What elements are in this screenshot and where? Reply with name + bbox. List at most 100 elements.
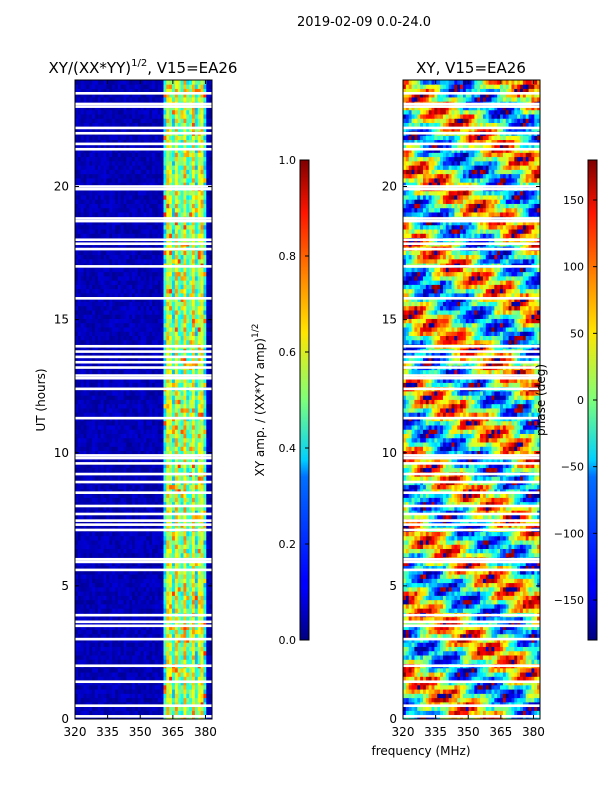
amp-heatmap-cell — [100, 501, 104, 507]
amp-heatmap-cell — [80, 544, 84, 549]
amp-heatmap-cell — [169, 510, 173, 515]
amp-heatmap-cell — [106, 672, 110, 677]
amp-heatmap-cell — [75, 280, 79, 285]
amp-heatmap-cell — [200, 493, 204, 498]
amp-heatmap-cell — [172, 356, 176, 362]
amp-heatmap-cell — [149, 331, 153, 336]
amp-heatmap-cell — [209, 399, 212, 405]
amp-heatmap-cell — [114, 569, 119, 575]
amp-heatmap-cell — [103, 701, 107, 707]
amp-heatmap-cell — [203, 706, 207, 711]
amp-heatmap-cell — [200, 390, 204, 396]
amp-heatmap-cell — [80, 484, 84, 490]
amp-heatmap-cell — [180, 625, 184, 630]
amp-heatmap-cell — [194, 544, 199, 549]
amp-panel: XY/(XX*YY)1/2, V15=EA26 320 335 350 365 380 … — [34, 58, 237, 739]
amp-heatmap-cell — [120, 459, 124, 464]
amp-heatmap-cell — [92, 621, 96, 626]
amp-heatmap-cell — [146, 621, 150, 626]
amp-heatmap-cell — [172, 280, 176, 285]
amp-heatmap-cell — [140, 659, 144, 665]
amp-heatmap-cell — [203, 603, 207, 609]
amp-heatmap-cell — [89, 582, 93, 588]
amp-heatmap-cell — [94, 595, 99, 601]
amp-heatmap-cell — [166, 403, 170, 409]
amp-heatmap-cell — [100, 339, 104, 345]
amp-heatmap-cell — [206, 433, 210, 439]
amp-heatmap-cell — [134, 395, 139, 400]
amp-heatmap-cell — [169, 676, 173, 682]
amp-heatmap-cell — [92, 548, 96, 554]
amp-heatmap-cell — [140, 544, 144, 549]
amp-heatmap-cell — [137, 310, 142, 315]
amp-heatmap-cell — [160, 540, 164, 545]
amp-heatmap-cell — [123, 591, 127, 596]
amp-heatmap-cell — [160, 697, 164, 703]
amp-heatmap-cell — [194, 305, 199, 311]
amp-heatmap-cell — [97, 293, 102, 298]
amp-heatmap-cell — [100, 672, 104, 677]
amp-heatmap-cell — [134, 633, 139, 639]
amp-heatmap-cell — [192, 433, 196, 439]
amp-heatmap-cell — [140, 646, 144, 652]
amp-heatmap-cell — [149, 378, 153, 383]
amp-heatmap-cell — [86, 684, 90, 690]
amp-heatmap-cell — [180, 493, 184, 498]
amp-heatmap-cell — [134, 501, 139, 507]
amp-heatmap-cell — [197, 684, 201, 690]
amp-heatmap-cell — [200, 352, 204, 358]
amp-heatmap-cell — [172, 540, 176, 545]
amp-heatmap-cell — [77, 621, 82, 626]
amp-heatmap-cell — [77, 514, 82, 520]
amp-heatmap-cell — [114, 331, 119, 336]
amp-heatmap-cell — [174, 655, 179, 660]
amp-heatmap-cell — [183, 356, 187, 362]
amp-heatmap-cell — [180, 574, 184, 579]
amp-heatmap-cell — [180, 548, 184, 554]
amp-heatmap-cell — [172, 701, 176, 707]
amp-heatmap-cell — [143, 288, 147, 294]
amp-heatmap-cell — [97, 603, 102, 609]
amp-heatmap-cell — [77, 497, 82, 503]
amp-heatmap-cell — [92, 493, 96, 498]
amp-heatmap-cell — [103, 616, 107, 622]
amp-heatmap-cell — [183, 429, 187, 434]
amp-heatmap-cell — [112, 301, 116, 307]
amp-heatmap-cell — [106, 552, 110, 558]
amp-heatmap-cell — [94, 701, 99, 707]
amp-heatmap-cell — [180, 544, 184, 549]
amp-heatmap-cell — [200, 574, 204, 579]
amp-heatmap-cell — [163, 310, 167, 315]
amp-heatmap-cell — [203, 395, 207, 400]
amp-heatmap-cell — [112, 540, 116, 545]
amp-heatmap-cell — [163, 318, 167, 324]
amp-heatmap-cell — [163, 382, 167, 388]
amp-heatmap-cell — [154, 335, 159, 341]
amp-heatmap-cell — [129, 339, 133, 345]
amp-heatmap-cell — [154, 288, 159, 294]
amp-heatmap-cell — [94, 501, 99, 507]
amp-heatmap-cell — [109, 408, 113, 413]
amp-heatmap-cell — [114, 395, 119, 400]
amp-heatmap-cell — [106, 331, 110, 336]
amp-heatmap-cell — [134, 591, 139, 596]
amp-heatmap-cell — [197, 616, 201, 622]
amp-heatmap-cell — [146, 484, 150, 490]
amp-heatmap-cell — [100, 535, 104, 541]
amp-heatmap-cell — [157, 510, 162, 515]
amp-heatmap-cell — [89, 327, 93, 332]
amp-heatmap-cell — [157, 403, 162, 409]
amp-heatmap-cell — [126, 655, 130, 660]
amp-heatmap-cell — [200, 646, 204, 652]
amp-heatmap-cell — [206, 655, 210, 660]
amp-heatmap-cell — [189, 608, 193, 613]
amp-heatmap-cell — [209, 275, 212, 281]
amp-heatmap-cell — [137, 331, 142, 336]
amp-heatmap-cell — [160, 599, 164, 605]
amp-heatmap-cell — [106, 275, 110, 281]
amp-heatmap-cell — [166, 433, 170, 439]
amp-heatmap-cell — [203, 625, 207, 630]
amp-heatmap-cell — [83, 629, 87, 635]
amp-heatmap-cell — [103, 395, 107, 400]
amp-heatmap-cell — [106, 476, 110, 481]
